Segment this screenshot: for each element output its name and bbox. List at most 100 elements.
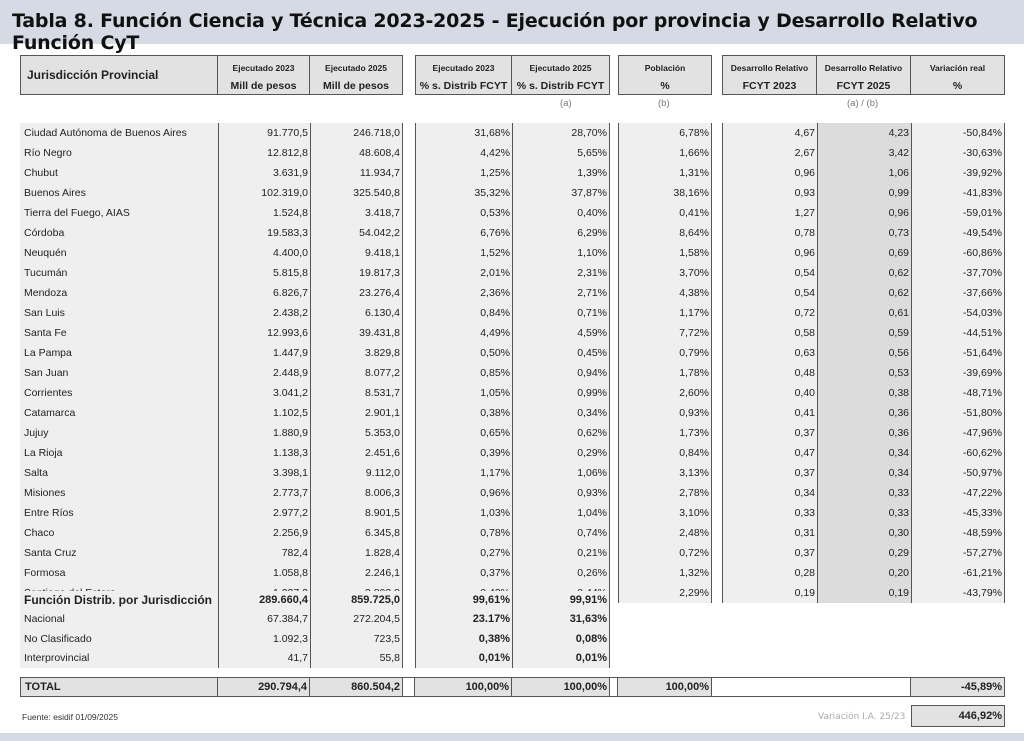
spacer: [712, 203, 722, 223]
cell-value: 0,39%: [415, 443, 512, 463]
header-cell: Desarrollo Relativo FCYT 2023: [722, 55, 817, 95]
cell-value: 325.540,8: [310, 183, 403, 203]
spacer: [712, 123, 722, 143]
spacer: [403, 523, 415, 543]
table-row: Buenos Aires 102.319,0 325.540,8 35,32% 37,8…: [20, 183, 1005, 203]
cell-value: 2,67: [722, 143, 817, 163]
bottom-band: [0, 733, 1024, 741]
spacer: [712, 143, 722, 163]
cell-value: 0,53: [817, 363, 911, 383]
province-name: Formosa: [20, 563, 218, 583]
spacer: [610, 263, 618, 283]
cell-value: 3.041,2: [218, 383, 310, 403]
cell-value: 1,17%: [618, 303, 712, 323]
province-name: Mendoza: [20, 283, 218, 303]
cell-value: 38,16%: [618, 183, 712, 203]
cell-value: 19.817,3: [310, 263, 403, 283]
spacer: [817, 677, 911, 697]
header-line1: Población: [644, 63, 686, 73]
cell-value: 0,72: [722, 303, 817, 323]
header-line2: Mill de pesos: [230, 80, 297, 92]
cell-value: 67.384,7: [218, 610, 310, 630]
spacer: [610, 677, 618, 697]
spacer: [403, 143, 415, 163]
spacer: [712, 483, 722, 503]
cell-value: 0,69: [817, 243, 911, 263]
cell-value: 0,27%: [415, 543, 512, 563]
cell-value: 0,96: [817, 203, 911, 223]
cell-value: 0,29: [817, 543, 911, 563]
spacer: [403, 649, 415, 668]
cell-value: 5.815,8: [218, 263, 310, 283]
cell-value: 0,62: [817, 283, 911, 303]
cell-value: 1,39%: [512, 163, 610, 183]
table-row: Entre Ríos 2.977,2 8.901,5 1,03% 1,04% 3,10% 0…: [20, 503, 1005, 523]
cell-value: 0,99%: [512, 383, 610, 403]
spacer: [712, 403, 722, 423]
cell-value: 0,99: [817, 183, 911, 203]
header-line2: % s. Distrib FCYT: [419, 80, 508, 92]
cell-value: 0,38: [817, 383, 911, 403]
table-row: Santa Fe 12.993,6 39.431,8 4,49% 4,59% 7,72% 0…: [20, 323, 1005, 343]
spacer: [712, 343, 722, 363]
cell-value: 1,32%: [618, 563, 712, 583]
variation-value: 446,92%: [911, 705, 1005, 727]
cell-value: 2,71%: [512, 283, 610, 303]
cell-value: 4,67: [722, 123, 817, 143]
cell-value: 1.880,9: [218, 423, 310, 443]
spacer: [403, 303, 415, 323]
note-ab: (a) / (b): [847, 98, 879, 109]
spacer: [610, 143, 618, 163]
cell-value: 91.770,5: [218, 123, 310, 143]
province-name: Salta: [20, 463, 218, 483]
cell-value: -47,22%: [911, 483, 1005, 503]
cell-value: 1,05%: [415, 383, 512, 403]
header-line1: Ejecutado 2025: [325, 63, 387, 73]
cell-value: 0,41: [722, 403, 817, 423]
cell-value: 1.524,8: [218, 203, 310, 223]
cell-value: 3.418,7: [310, 203, 403, 223]
cell-value: 1,52%: [415, 243, 512, 263]
cell-value: 272.204,5: [310, 610, 403, 630]
spacer: [403, 423, 415, 443]
cell-value: 2.773,7: [218, 483, 310, 503]
spacer: [610, 283, 618, 303]
cell-value: 0,54: [722, 263, 817, 283]
table-row: Chubut 3.631,9 11.934,7 1,25% 1,39% 1,31% 0,96…: [20, 163, 1005, 183]
spacer: [403, 323, 415, 343]
cell-value: 0,36: [817, 403, 911, 423]
cell-value: 5.353,0: [310, 423, 403, 443]
spacer: [403, 203, 415, 223]
cell-value: 8.006,3: [310, 483, 403, 503]
cell-value: 23.17%: [415, 610, 512, 630]
spacer: [610, 123, 618, 143]
page-title: Tabla 8. Función Ciencia y Técnica 2023-…: [12, 10, 978, 54]
summary-label: Interprovincial: [20, 648, 218, 669]
spacer: [403, 591, 415, 610]
cell-value: 6.130,4: [310, 303, 403, 323]
cell-value: 0,61: [817, 303, 911, 323]
cell-value: 723,5: [310, 629, 403, 649]
spacer: [610, 383, 618, 403]
cell-value: 0,58: [722, 323, 817, 343]
cell-value: 1,04%: [512, 503, 610, 523]
cell-value: -45,33%: [911, 503, 1005, 523]
header-line1: Desarrollo Relativo: [730, 63, 809, 73]
province-name: Misiones: [20, 483, 218, 503]
province-name: Corrientes: [20, 383, 218, 403]
cell-value: 6,76%: [415, 223, 512, 243]
cell-value: 102.319,0: [218, 183, 310, 203]
cell-value: 0,73: [817, 223, 911, 243]
header-line1: Desarrollo Relativo: [824, 63, 903, 73]
header-line2: %: [952, 80, 963, 92]
cell-value: -37,66%: [911, 283, 1005, 303]
cell-value: 0,96: [722, 243, 817, 263]
province-name: Ciudad Autónoma de Buenos Aires: [20, 123, 218, 143]
cell-value: 0,40: [722, 383, 817, 403]
cell-value: 8.901,5: [310, 503, 403, 523]
cell-value: 2.448,9: [218, 363, 310, 383]
cell-value: 1,78%: [618, 363, 712, 383]
header-line2: % s. Distrib FCYT: [516, 80, 605, 92]
spacer: [712, 163, 722, 183]
cell-value: -51,64%: [911, 343, 1005, 363]
